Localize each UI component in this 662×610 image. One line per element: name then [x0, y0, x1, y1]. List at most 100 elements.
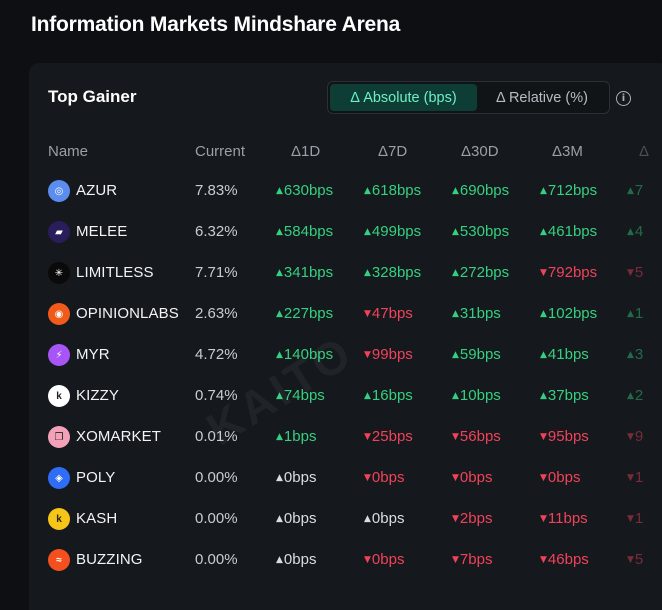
arrow-up-icon: ▲ [276, 555, 283, 565]
current-value: 0.74% [195, 387, 238, 404]
table-row[interactable]: ▰ MELEE 6.32% ▲584bps ▲499bps ▲530bps ▲461bps ▲… [29, 212, 662, 253]
toggle-relative[interactable]: Δ Relative (%) [496, 89, 588, 106]
token-name[interactable]: AZUR [76, 182, 118, 199]
delta-cell: ▼2bps [452, 510, 492, 527]
current-value: 7.71% [195, 264, 238, 281]
token-name[interactable]: POLY [76, 469, 116, 486]
delta-cell: ▼1 [627, 469, 643, 486]
delta-cell: ▲341bps [276, 264, 333, 281]
delta-value: 74bps [283, 387, 325, 404]
info-icon[interactable]: i [616, 91, 631, 106]
current-value: 4.72% [195, 346, 238, 363]
delta-cell: ▲10bps [452, 387, 501, 404]
delta-value: 47bps [371, 305, 413, 322]
token-name[interactable]: MELEE [76, 223, 128, 240]
delta-cell: ▲140bps [276, 346, 333, 363]
arrow-up-icon: ▲ [540, 309, 547, 319]
table-row[interactable]: ⚡ MYR 4.72% ▲140bps ▼99bps ▲59bps ▲41bps ▲3 [29, 335, 662, 376]
delta-value: 0bps [371, 551, 405, 568]
table-row[interactable]: k KIZZY 0.74% ▲74bps ▲16bps ▲10bps ▲37bps ▲2 [29, 376, 662, 417]
col-header-current[interactable]: Current [195, 143, 246, 160]
delta-value: 9 [634, 428, 644, 445]
token-name[interactable]: KIZZY [76, 387, 120, 404]
token-name[interactable]: XOMARKET [76, 428, 161, 445]
delta-value: 102bps [547, 305, 598, 322]
delta-cell: ▲530bps [452, 223, 509, 240]
delta-cell: ▼9 [627, 428, 643, 445]
arrow-down-icon: ▼ [627, 268, 634, 278]
delta-value: 1bps [283, 428, 317, 445]
delta-value: 584bps [283, 223, 334, 240]
col-header-7d[interactable]: Δ7D [378, 143, 408, 160]
delta-cell: ▲31bps [452, 305, 501, 322]
delta-cell: ▲102bps [540, 305, 597, 322]
card-title: Top Gainer [48, 87, 137, 106]
table-row[interactable]: ❐ XOMARKET 0.01% ▲1bps ▼25bps ▼56bps ▼95bps ▼9 [29, 417, 662, 458]
token-name[interactable]: LIMITLESS [76, 264, 154, 281]
table-row[interactable]: ◉ OPINIONLABS 2.63% ▲227bps ▼47bps ▲31bps ▲102… [29, 294, 662, 335]
delta-cell: ▼11bps [540, 510, 588, 527]
delta-value: 792bps [547, 264, 598, 281]
delta-cell: ▼0bps [452, 469, 492, 486]
col-header-30d[interactable]: Δ30D [461, 143, 499, 160]
delta-cell: ▲328bps [364, 264, 421, 281]
buzzing-icon: ≈ [48, 549, 70, 571]
delta-cell: ▲712bps [540, 182, 597, 199]
delta-cell: ▼0bps [364, 469, 404, 486]
current-value: 0.00% [195, 551, 238, 568]
delta-value: 0bps [459, 469, 493, 486]
delta-value: 7bps [459, 551, 493, 568]
table-row[interactable]: ≈ BUZZING 0.00% ▲0bps ▼0bps ▼7bps ▼46bps ▼5 [29, 540, 662, 581]
arrow-up-icon: ▲ [540, 391, 547, 401]
arrow-down-icon: ▼ [540, 268, 547, 278]
delta-value: 56bps [459, 428, 501, 445]
token-name[interactable]: OPINIONLABS [76, 305, 179, 322]
arrow-down-icon: ▼ [364, 555, 371, 565]
token-name[interactable]: KASH [76, 510, 118, 527]
delta-cell: ▲1 [627, 305, 643, 322]
table-row[interactable]: ◈ POLY 0.00% ▲0bps ▼0bps ▼0bps ▼0bps ▼1 [29, 458, 662, 499]
delta-cell: ▲0bps [276, 510, 316, 527]
col-header-1d[interactable]: Δ1D [291, 143, 321, 160]
limitless-icon: ✳ [48, 262, 70, 284]
toggle-absolute[interactable]: Δ Absolute (bps) [330, 84, 477, 111]
delta-cell: ▼25bps [364, 428, 413, 445]
table-row[interactable]: ✳ LIMITLESS 7.71% ▲341bps ▲328bps ▲272bps ▼792… [29, 253, 662, 294]
delta-value: 3 [634, 346, 644, 363]
delta-value: 0bps [283, 551, 317, 568]
delta-cell: ▼0bps [540, 469, 580, 486]
delta-value: 46bps [547, 551, 589, 568]
token-name[interactable]: MYR [76, 346, 110, 363]
col-header-3m[interactable]: Δ3M [552, 143, 583, 160]
delta-value: 2bps [459, 510, 493, 527]
arrow-up-icon: ▲ [276, 309, 283, 319]
delta-value: 5 [634, 551, 644, 568]
current-value: 0.00% [195, 469, 238, 486]
table-row[interactable]: k KASH 0.00% ▲0bps ▲0bps ▼2bps ▼11bps ▼1 [29, 499, 662, 540]
delta-value: 2 [634, 387, 644, 404]
table-row[interactable]: ◎ AZUR 7.83% ▲630bps ▲618bps ▲690bps ▲712bps ▲7 [29, 171, 662, 212]
arrow-up-icon: ▲ [627, 227, 634, 237]
col-header-more[interactable]: Δ [639, 143, 650, 160]
arrow-up-icon: ▲ [540, 186, 547, 196]
arrow-up-icon: ▲ [627, 309, 634, 319]
delta-value: 227bps [283, 305, 334, 322]
arrow-up-icon: ▲ [364, 186, 371, 196]
delta-value: 99bps [371, 346, 413, 363]
melee-icon: ▰ [48, 221, 70, 243]
delta-value: 0bps [283, 510, 317, 527]
arrow-up-icon: ▲ [364, 514, 371, 524]
arrow-up-icon: ▲ [276, 432, 283, 442]
col-header-name[interactable]: Name [48, 143, 89, 160]
delta-cell: ▲37bps [540, 387, 589, 404]
arrow-up-icon: ▲ [452, 309, 459, 319]
arrow-down-icon: ▼ [452, 514, 459, 524]
delta-value: 25bps [371, 428, 413, 445]
arrow-up-icon: ▲ [452, 391, 459, 401]
token-name[interactable]: BUZZING [76, 551, 143, 568]
delta-value: 272bps [459, 264, 510, 281]
delta-cell: ▲461bps [540, 223, 597, 240]
delta-value: 328bps [371, 264, 422, 281]
delta-value: 10bps [459, 387, 501, 404]
delta-cell: ▲3 [627, 346, 643, 363]
